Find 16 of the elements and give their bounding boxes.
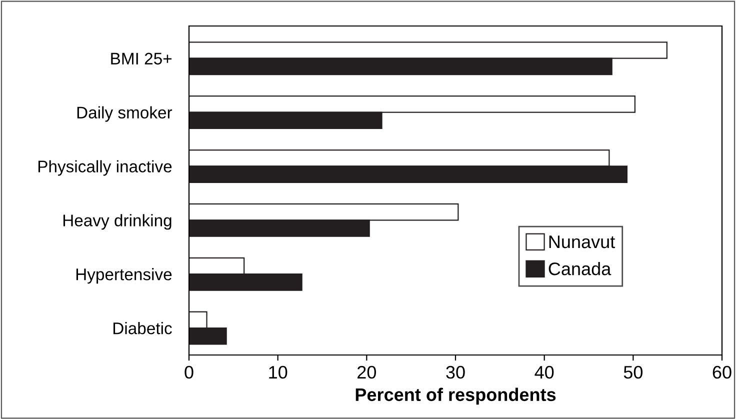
x-tick-label: 0 bbox=[184, 366, 194, 379]
x-axis-title: Percent of respondents bbox=[356, 388, 556, 405]
x-tick-label: 50 bbox=[624, 366, 643, 379]
x-tick-label: 60 bbox=[712, 366, 732, 379]
y-tick-label: Heavy drinking bbox=[63, 214, 172, 230]
x-tick-label: 30 bbox=[446, 366, 465, 379]
y-tick-label: Physically inactive bbox=[38, 160, 172, 176]
x-tick-label: 40 bbox=[534, 366, 554, 379]
legend-label: Canada bbox=[548, 262, 612, 276]
y-tick-label: Daily smoker bbox=[77, 106, 172, 122]
y-tick-label: Hypertensive bbox=[76, 268, 172, 284]
y-tick-label: Diabetic bbox=[113, 322, 172, 334]
y-tick-label: BMI 25+ bbox=[111, 52, 172, 65]
x-tick-label: 20 bbox=[358, 366, 376, 379]
legend-label: Nunavut bbox=[549, 236, 616, 248]
x-tick-label: 10 bbox=[269, 366, 288, 379]
